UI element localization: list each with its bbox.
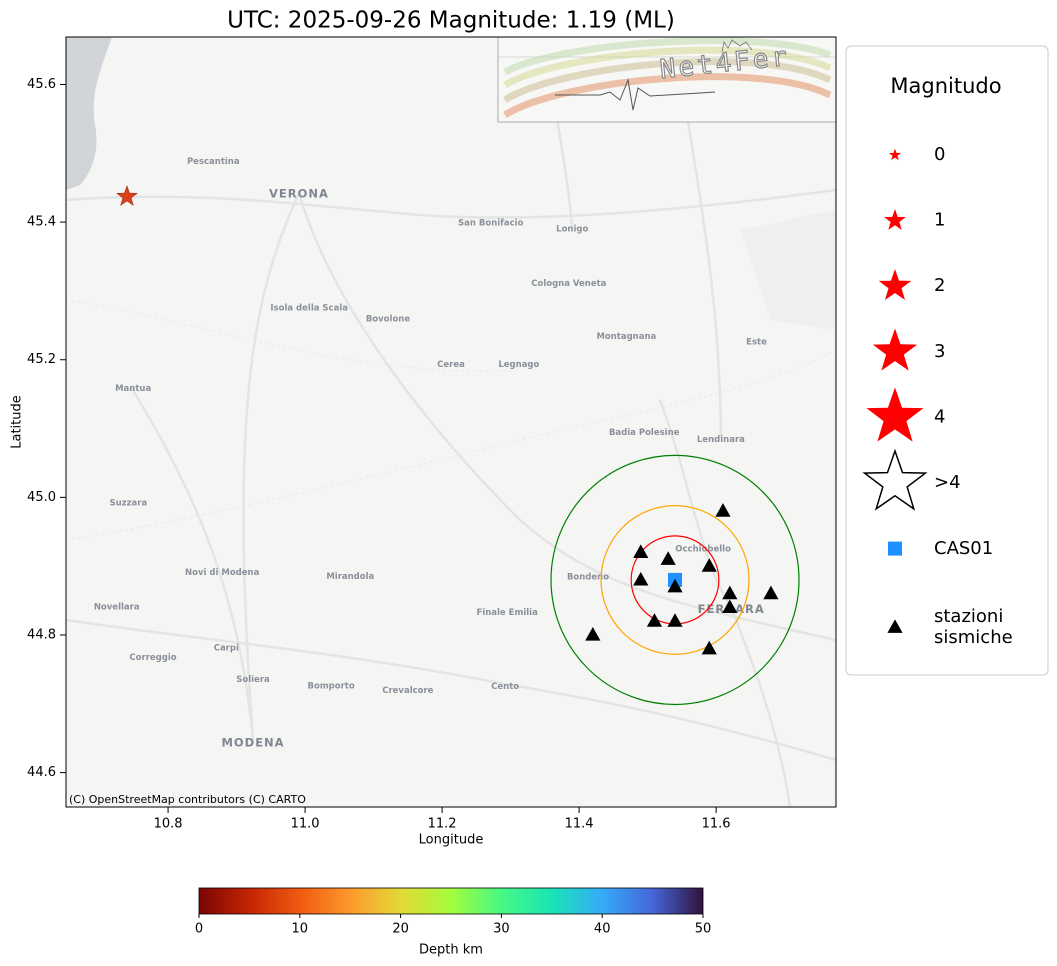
legend-star: [888, 148, 902, 161]
y-tick-label: 45.0: [27, 490, 56, 505]
place-labels: VERONAMODENAFERRARAMantuaLegnagoCereaBov…: [94, 157, 767, 749]
colorbar-tick-label: 20: [392, 922, 409, 937]
station-square: [888, 541, 902, 556]
legend-label: 4: [934, 406, 945, 427]
place-label: Crevalcore: [382, 686, 433, 696]
place-label: San Bonifacio: [458, 218, 524, 228]
y-axis-label: Latitude: [10, 395, 25, 449]
place-label: Novi di Modena: [185, 568, 260, 578]
place-label: Soliera: [236, 675, 270, 685]
chart-title: UTC: 2025-09-26 Magnitude: 1.19 (ML): [227, 8, 675, 34]
station-marker: [722, 585, 738, 600]
legend-star: [884, 209, 906, 230]
colorbar-tick-label: 40: [594, 922, 611, 937]
place-label: Bomporto: [308, 681, 355, 691]
place-label: VERONA: [269, 186, 329, 200]
place-label: Este: [746, 337, 767, 347]
legend-label: 1: [934, 210, 945, 231]
place-label: Mantua: [115, 384, 151, 394]
place-label: Novellara: [94, 602, 140, 612]
x-tick-label: 11.2: [428, 817, 457, 832]
distance-circle: [600, 505, 750, 655]
station-marker: [633, 571, 649, 586]
map-background: [66, 37, 836, 807]
legend-label-box: stazioni sismiche: [934, 606, 1013, 649]
y-tick-label: 44.6: [27, 765, 56, 780]
x-axis-label: Longitude: [419, 833, 484, 848]
place-label: MODENA: [221, 736, 284, 750]
place-label: Cerea: [437, 360, 465, 370]
station-marker: [701, 640, 717, 655]
station-marker: [633, 544, 649, 558]
place-label: Mirandola: [326, 572, 374, 582]
legend-title: Magnitudo: [890, 74, 1001, 98]
y-tick-label: 45.6: [27, 77, 56, 92]
data-layer: [115, 184, 800, 706]
place-label: Montagnana: [596, 332, 656, 342]
legend-label: >4: [934, 472, 961, 493]
place-label: Suzzara: [109, 498, 147, 508]
x-tick-label: 11.4: [565, 817, 594, 832]
station-marker: [660, 551, 676, 565]
y-tick-label: 44.8: [27, 627, 56, 642]
station-marker: [585, 626, 601, 641]
place-label: Pescantina: [187, 157, 240, 167]
colorbar-tick-label: 50: [695, 922, 712, 937]
place-label: Carpi: [214, 644, 239, 654]
logo: Net4Fer: [497, 36, 837, 123]
place-label: Isola della Scala: [270, 304, 348, 314]
legend-label: stazioni sismiche: [934, 606, 1013, 649]
distance-circle: [550, 454, 800, 706]
station-marker: [646, 613, 663, 627]
station-marker: [763, 585, 779, 600]
colorbar-tick-label: 0: [195, 922, 203, 937]
colorbar: [198, 887, 704, 915]
legend-star-open: [862, 448, 928, 511]
legend-label-box: CAS01: [934, 537, 994, 559]
place-label: Badia Polesine: [609, 428, 680, 438]
x-tick-label: 11.0: [291, 817, 320, 832]
place-label: Correggio: [129, 653, 176, 663]
legend-label: 3: [934, 341, 945, 362]
station-marker: [701, 558, 717, 572]
y-tick-label: 45.4: [27, 215, 56, 230]
place-label: Cologna Veneta: [531, 279, 606, 289]
x-tick-label: 11.6: [702, 817, 731, 832]
station-marker: [667, 578, 683, 593]
colorbar-tick-label: 10: [292, 922, 309, 937]
legend-star: [878, 269, 912, 301]
station-marker: [715, 503, 731, 517]
place-label: Bovolone: [366, 315, 411, 325]
place-label: Occhiobello: [675, 544, 731, 554]
y-tick-label: 45.2: [27, 352, 56, 367]
legend-star: [872, 328, 918, 371]
event-star: [115, 184, 139, 207]
legend-star: [866, 387, 924, 442]
legend-label: 0: [934, 144, 945, 165]
attribution: (C) OpenStreetMap contributors (C) CARTO: [69, 793, 306, 806]
x-tick-label: 10.8: [154, 817, 183, 832]
colorbar-tick-label: 30: [493, 922, 510, 937]
station-marker: [722, 599, 738, 614]
place-label: Lendinara: [697, 435, 745, 445]
plot-frame: [65, 36, 837, 808]
place-label: Cento: [491, 682, 519, 692]
place-label: Bondeno: [567, 573, 609, 583]
legend-box: [845, 45, 1049, 676]
legend-label: CAS01: [934, 537, 994, 559]
place-label: Lonigo: [556, 224, 588, 234]
colorbar-label: Depth km: [419, 943, 483, 958]
place-label: Finale Emilia: [477, 608, 539, 618]
legend-label: 2: [934, 275, 945, 296]
station-marker: [667, 613, 683, 627]
station-marker: [887, 619, 903, 633]
place-label: Legnago: [498, 360, 539, 370]
